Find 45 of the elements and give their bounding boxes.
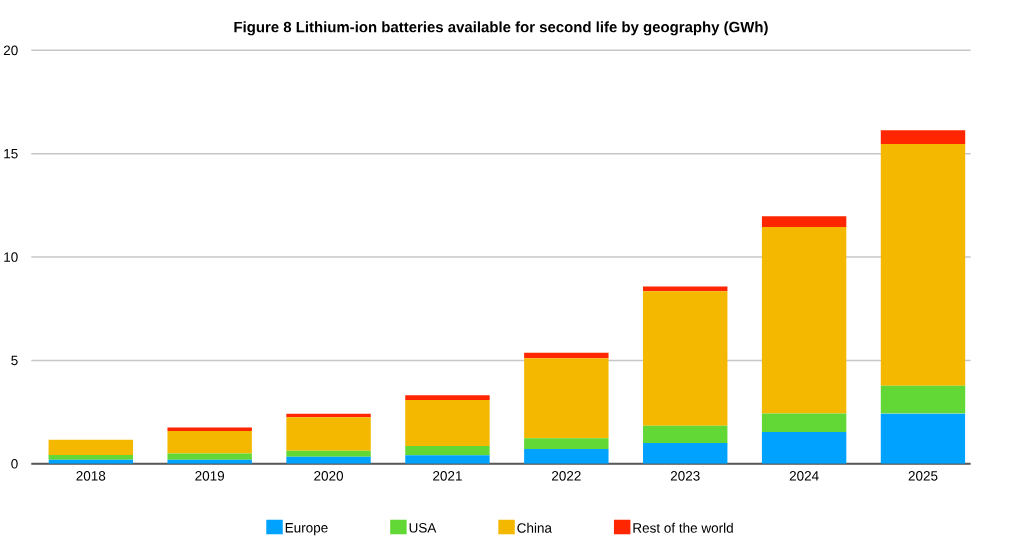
bar <box>405 400 490 447</box>
bar <box>880 413 966 464</box>
bar <box>405 446 490 456</box>
bar <box>405 455 490 464</box>
bar <box>880 130 966 145</box>
bar <box>286 450 371 457</box>
bar <box>524 358 609 439</box>
bar <box>643 425 728 443</box>
bar <box>643 291 728 426</box>
legend-label: USA <box>409 523 437 533</box>
x-tick-label: 2018 <box>76 471 106 481</box>
bar <box>524 352 609 359</box>
bar <box>286 417 371 451</box>
bar <box>167 427 252 431</box>
bar <box>524 438 609 449</box>
bar <box>761 431 847 464</box>
bar <box>761 216 847 227</box>
bar <box>643 442 728 464</box>
x-tick-label: 2022 <box>551 471 581 481</box>
bar <box>524 448 609 464</box>
bar <box>167 430 252 454</box>
x-tick-label: 2023 <box>670 471 700 481</box>
x-tick-label: 2019 <box>195 471 225 481</box>
bar <box>48 439 133 456</box>
bar <box>761 226 847 414</box>
bar <box>405 395 490 401</box>
legend-label: Europe <box>285 523 328 536</box>
legend-label: Rest of the world <box>633 522 733 533</box>
x-tick-label: 2024 <box>789 471 819 481</box>
y-tick-label: 5 <box>11 355 18 366</box>
bar <box>880 385 966 414</box>
y-tick-label: 0 <box>11 459 18 469</box>
x-tick-label: 2020 <box>314 471 344 481</box>
x-tick-label: 2025 <box>908 471 938 481</box>
legend-label: China <box>517 522 552 533</box>
x-tick-label: 2021 <box>433 471 462 481</box>
bar <box>880 144 966 386</box>
bar <box>761 413 847 432</box>
y-tick-label: 20 <box>3 45 18 56</box>
y-tick-label: 10 <box>4 252 18 262</box>
y-tick-label: 15 <box>4 149 18 159</box>
bar <box>167 453 252 460</box>
bar <box>48 455 133 460</box>
bar <box>643 286 728 292</box>
chart-title: Figure 8 Lithium-ion batteries available for second life by geography (GWh) <box>234 21 768 36</box>
